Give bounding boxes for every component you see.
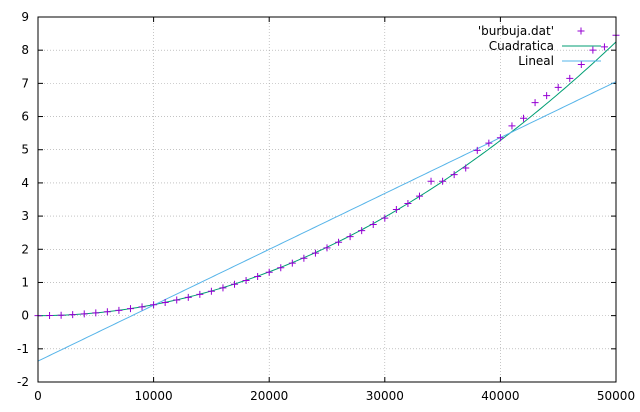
y-tick-labels: -2 -1 0 1 2 3 4 5 6 7 8 9 [17,10,29,389]
data-point [600,43,608,51]
data-point [381,214,389,222]
data-point [219,284,227,292]
data-point [531,99,539,107]
data-point [115,306,123,314]
data-point [311,249,319,257]
y-tick-label: 8 [21,43,29,57]
y-tick-label: 2 [21,242,29,256]
x-tick-label: 20000 [250,389,288,403]
y-tick-label: 5 [21,143,29,157]
data-point [415,192,423,200]
data-point [346,233,354,241]
data-point [427,177,435,185]
data-point [184,293,192,301]
data-point [126,305,134,313]
data-point [288,259,296,267]
y-tick-label: 4 [21,176,29,190]
x-tick-label: 0 [34,389,42,403]
data-point [589,46,597,54]
data-point [496,134,504,142]
data-point [335,238,343,246]
data-point [150,301,158,309]
x-tick-label: 30000 [366,389,404,403]
x-tick-label: 40000 [481,389,519,403]
data-point [439,177,447,185]
y-tick-label: 9 [21,10,29,24]
y-tick-label: -2 [17,375,29,389]
y-tick-label: 0 [21,309,29,323]
grid [38,17,616,382]
data-point [57,311,65,319]
series [34,31,620,362]
data-point [242,276,250,284]
data-point [300,254,308,262]
data-point [520,114,528,122]
data-point [69,311,77,319]
data-point [196,290,204,298]
data-point [462,164,470,172]
series-line-lineal [38,81,616,362]
data-point [485,139,493,147]
data-point [323,244,331,252]
y-tick-label: 7 [21,76,29,90]
data-point [138,303,146,311]
data-point [566,74,574,82]
data-point [265,268,273,276]
series-line-cuadratica [38,41,616,317]
data-point [358,227,366,235]
x-tick-label: 50000 [597,389,635,403]
legend-marker [577,27,585,35]
data-point [554,83,562,91]
data-point [161,299,169,307]
data-point [473,146,481,154]
data-point [207,287,215,295]
data-point [92,309,100,317]
data-point [543,92,551,100]
plot-frame [37,16,617,383]
data-point [254,272,262,280]
data-point [80,310,88,318]
legend-label: Cuadratica [489,39,554,53]
x-tick-label: 10000 [135,389,173,403]
y-tick-label: 1 [21,275,29,289]
legend-label: 'burbuja.dat' [478,24,554,38]
data-point [392,205,400,213]
y-tick-label: 6 [21,110,29,124]
data-point [369,220,377,228]
data-point [173,296,181,304]
y-tick-label: 3 [21,209,29,223]
legend-label: Lineal [518,54,554,68]
data-point [404,199,412,207]
data-point [277,264,285,272]
x-tick-labels: 0 10000 20000 30000 40000 50000 [34,389,635,403]
data-point [46,312,54,320]
tick-marks [37,16,617,383]
data-point [231,280,239,288]
data-point [508,122,516,130]
y-tick-label: -1 [17,342,29,356]
data-point [450,171,458,179]
data-point [577,60,585,68]
data-point [103,308,111,316]
